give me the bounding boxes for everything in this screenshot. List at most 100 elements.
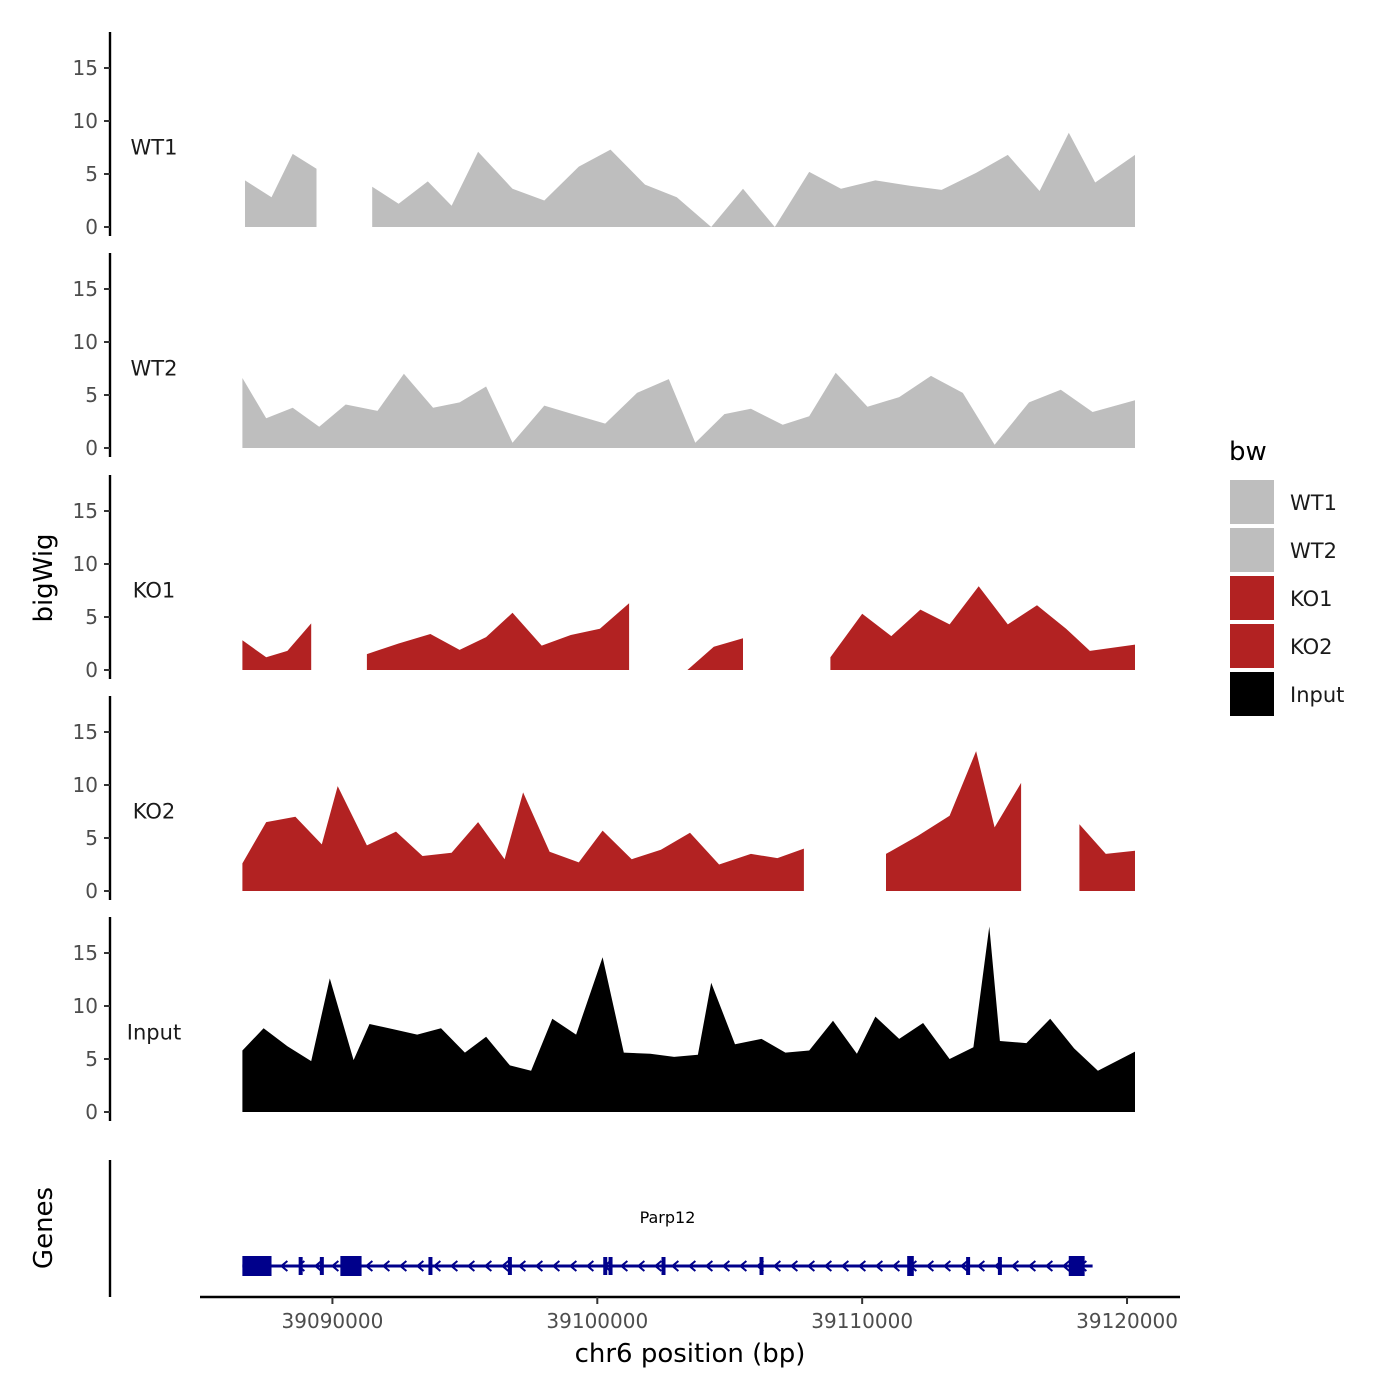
strand-chevron (551, 1260, 561, 1272)
exon-marker (507, 1257, 512, 1275)
x-tick-label: 39100000 (546, 1309, 648, 1333)
strand-chevron (670, 1260, 680, 1272)
coverage-area-input (242, 926, 1135, 1112)
coverage-area-wt1 (245, 153, 317, 227)
coverage-area-wt2 (242, 372, 1135, 448)
strand-chevron (823, 1260, 833, 1272)
y-tick-label: 15 (73, 56, 98, 80)
legend-label-input: Input (1290, 683, 1344, 707)
y-tick-label: 10 (73, 994, 98, 1018)
strand-chevron (772, 1260, 782, 1272)
y-tick-label: 0 (85, 658, 98, 682)
exon-block (242, 1256, 272, 1276)
y-tick-label: 0 (85, 1100, 98, 1124)
coverage-area-ko2 (1079, 824, 1135, 891)
strand-chevron (313, 1260, 323, 1272)
exon-marker (759, 1257, 764, 1275)
strand-chevron (415, 1260, 425, 1272)
legend-swatch-ko2 (1230, 624, 1274, 668)
strand-chevron (330, 1260, 340, 1272)
track-ko1: 0 5 10 15 KO1 (73, 475, 1135, 682)
strand-chevron (619, 1260, 629, 1272)
strand-chevron (1044, 1260, 1054, 1272)
coverage-area-ko1 (242, 623, 312, 670)
strand-chevron (976, 1260, 986, 1272)
y-tick-label: 10 (73, 109, 98, 133)
track-input: 0 5 10 15 Input (73, 917, 1135, 1124)
y-tick-label: 5 (85, 1047, 98, 1071)
strand-chevron (534, 1260, 544, 1272)
strand-chevron (432, 1260, 442, 1272)
y-tick-label: 5 (85, 605, 98, 629)
strand-chevron (517, 1260, 527, 1272)
strand-chevron (653, 1260, 663, 1272)
exon-marker (428, 1257, 433, 1275)
strand-chevron (687, 1260, 697, 1272)
y-tick-label: 0 (85, 215, 98, 239)
y-tick-label: 5 (85, 162, 98, 186)
exon-block (340, 1256, 362, 1276)
y-tick-label: 0 (85, 879, 98, 903)
coverage-area-ko1 (687, 638, 743, 670)
strand-chevron (806, 1260, 816, 1272)
x-tick-label: 39110000 (811, 1309, 913, 1333)
strand-chevron (942, 1260, 952, 1272)
strand-chevron (721, 1260, 731, 1272)
strand-chevron (279, 1260, 289, 1272)
strand-chevron (1061, 1260, 1071, 1272)
strand-chevron (1010, 1260, 1020, 1272)
x-tick-label: 39090000 (282, 1309, 384, 1333)
track-label-input: Input (127, 1021, 181, 1045)
exon-marker (603, 1257, 608, 1275)
y-axis-title: bigWig (29, 533, 59, 622)
bigwig-tracks: 0 5 10 15 WT1 0 5 10 15 WT2 0 5 10 15 KO1 0 5 10 15 KO2 0 5 10… (73, 32, 1135, 1124)
legend-label-ko1: KO1 (1290, 587, 1333, 611)
y-tick-label: 5 (85, 826, 98, 850)
coverage-area-ko1 (830, 586, 1135, 670)
y-tick-label: 15 (73, 941, 98, 965)
strand-chevron (636, 1260, 646, 1272)
track-label-ko1: KO1 (133, 579, 176, 603)
legend-swatch-input (1230, 672, 1274, 716)
legend-title: bw (1229, 437, 1267, 467)
strand-chevron (738, 1260, 748, 1272)
gene-name-label: Parp12 (640, 1208, 696, 1227)
y-tick-label: 10 (73, 330, 98, 354)
exon-marker (319, 1257, 324, 1275)
y-tick-label: 5 (85, 383, 98, 407)
track-label-wt2: WT2 (131, 357, 178, 381)
y-tick-label: 15 (73, 499, 98, 523)
track-label-ko2: KO2 (133, 800, 176, 824)
strand-chevron (857, 1260, 867, 1272)
strand-chevron (840, 1260, 850, 1272)
legend-swatch-wt1 (1230, 480, 1274, 524)
strand-chevron (568, 1260, 578, 1272)
strand-chevron (585, 1260, 595, 1272)
x-axis-title: chr6 position (bp) (575, 1339, 806, 1369)
x-axis: 39090000 39100000 39110000 39120000 (200, 1295, 1180, 1333)
strand-chevron (483, 1260, 493, 1272)
exon-marker (608, 1257, 613, 1275)
x-tick-label: 39120000 (1076, 1309, 1178, 1333)
strand-chevron (704, 1260, 714, 1272)
strand-chevron (449, 1260, 459, 1272)
legend-label-wt2: WT2 (1290, 539, 1337, 563)
strand-chevron (789, 1260, 799, 1272)
exon-marker (661, 1257, 666, 1275)
exon-marker (298, 1257, 303, 1275)
legend: bw WT1 WT2 KO1 KO2 Input (1229, 437, 1344, 716)
exon-block (907, 1256, 914, 1276)
exon-marker (997, 1257, 1002, 1275)
coverage-area-ko1 (366, 603, 630, 670)
coverage-area-ko2 (242, 786, 804, 891)
y-tick-label: 0 (85, 436, 98, 460)
strand-chevron (874, 1260, 884, 1272)
strand-chevron (891, 1260, 901, 1272)
strand-chevron (925, 1260, 935, 1272)
strand-chevron (381, 1260, 391, 1272)
legend-swatch-wt2 (1230, 528, 1274, 572)
exon-block (1068, 1256, 1085, 1276)
track-wt1: 0 5 10 15 WT1 (73, 32, 1135, 239)
legend-label-ko2: KO2 (1290, 635, 1333, 659)
strand-chevron (1027, 1260, 1037, 1272)
